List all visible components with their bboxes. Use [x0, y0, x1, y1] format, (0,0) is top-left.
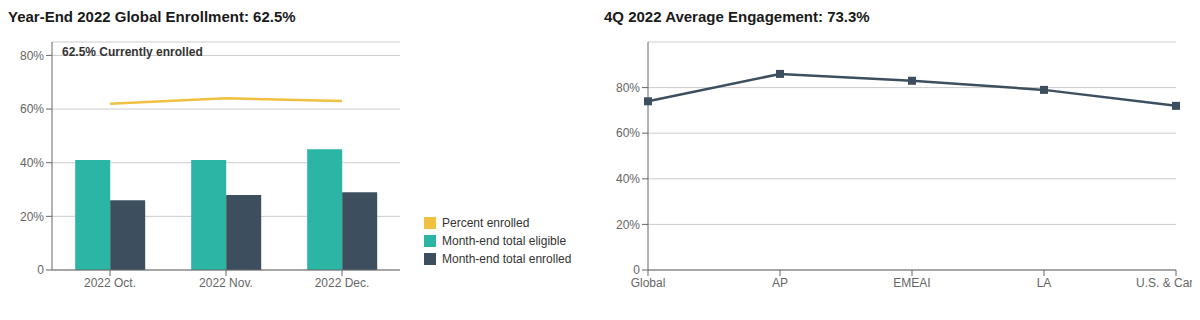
- svg-text:0: 0: [633, 263, 640, 277]
- svg-text:2022 Oct.: 2022 Oct.: [84, 276, 136, 290]
- html-text:Month-end total eligible: Month-end total eligible: [442, 234, 567, 248]
- svg-text:2022 Nov.: 2022 Nov.: [199, 276, 253, 290]
- html-text:Year-End 2022 Global Enrollmen: Year-End 2022 Global Enrollment: 62.5%: [8, 8, 296, 25]
- svg-text:40%: 40%: [616, 172, 640, 186]
- svg-text:Global: Global: [631, 276, 666, 290]
- svg-text:0: 0: [37, 263, 44, 277]
- svg-text:40%: 40%: [20, 156, 44, 170]
- svg-text:60%: 60%: [20, 102, 44, 116]
- svg-text:80%: 80%: [20, 49, 44, 63]
- html-text:4Q 2022 Average Engagement: 73: 4Q 2022 Average Engagement: 73.3%: [604, 8, 870, 25]
- html-text:62.5% Currently enrolled: 62.5% Currently enrolled: [62, 45, 203, 59]
- svg-text:AP: AP: [772, 276, 788, 290]
- svg-text:20%: 20%: [616, 218, 640, 232]
- svg-text:20%: 20%: [20, 210, 44, 224]
- svg-text:LA: LA: [1037, 276, 1052, 290]
- svg-text:EMEAI: EMEAI: [893, 276, 930, 290]
- svg-text:80%: 80%: [616, 81, 640, 95]
- html-text:Month-end total enrolled: Month-end total enrolled: [442, 252, 572, 266]
- svg-text:U.S. & Canada: U.S. & Canada: [1136, 276, 1192, 290]
- svg-text:60%: 60%: [616, 126, 640, 140]
- html-text:Percent enrolled: Percent enrolled: [442, 216, 530, 230]
- svg-text:2022 Dec.: 2022 Dec.: [315, 276, 370, 290]
